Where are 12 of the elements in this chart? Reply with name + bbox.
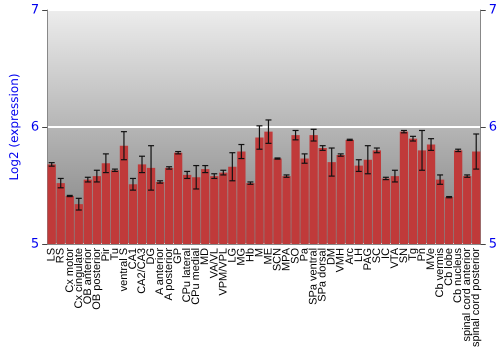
- x-tick-label: IC: [380, 248, 392, 259]
- y-tick-label: 7: [30, 2, 40, 18]
- x-tick-label: spinal cord posterior: [470, 248, 482, 348]
- y-tick-label: 5: [30, 236, 40, 252]
- y-tick-label: 6: [30, 119, 40, 134]
- x-tick-label: SCN: [272, 248, 284, 272]
- x-tick-label: A posterior: [163, 248, 176, 301]
- y2-tick-label: 7: [488, 2, 498, 18]
- y-axis-title: Log2 (expression): [7, 73, 21, 180]
- x-tick-label: RS: [54, 248, 67, 264]
- y2-tick-label: 5: [488, 236, 498, 252]
- y2-tick-label: 6: [488, 119, 498, 134]
